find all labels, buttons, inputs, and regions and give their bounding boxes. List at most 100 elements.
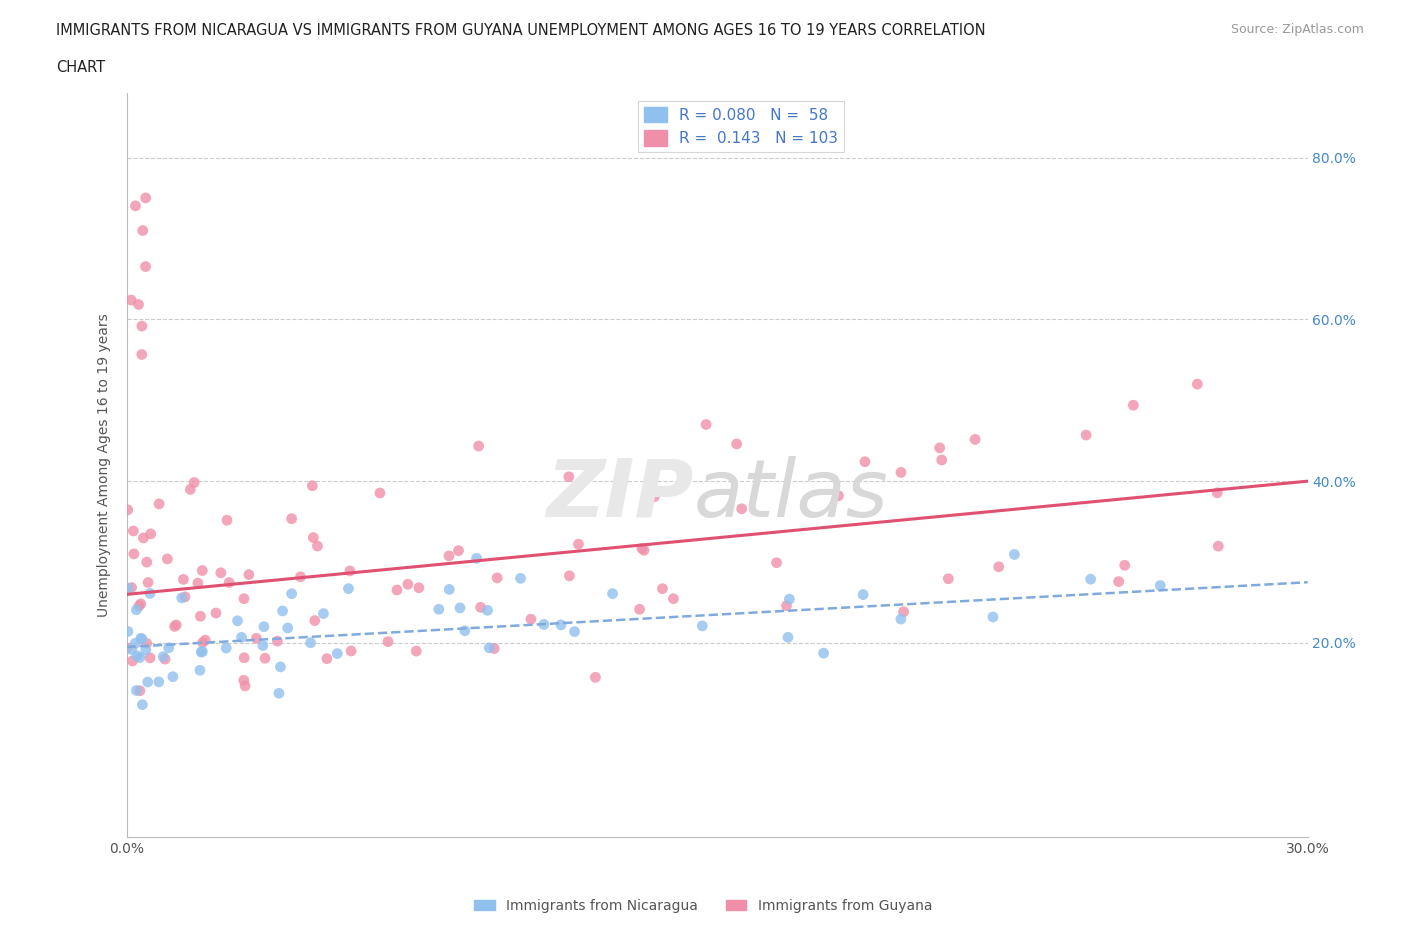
Point [269,659,291,674]
Point [465,551,488,565]
Point [277,620,299,635]
Point [454,623,477,638]
Point [172,572,194,587]
Point [191,644,214,659]
Point [890,465,912,480]
Point [162,670,184,684]
Point [163,619,186,634]
Point [128,297,150,312]
Point [124,636,146,651]
Point [135,259,157,274]
Point [467,439,489,454]
Point [520,612,543,627]
Point [312,606,335,621]
Point [776,630,799,644]
Point [1206,485,1229,500]
Point [148,497,170,512]
Point [232,672,254,687]
Point [280,512,302,526]
Point [987,559,1010,574]
Point [132,223,155,238]
Point [731,501,754,516]
Point [131,698,153,712]
Point [890,612,912,627]
Point [550,499,572,514]
Point [132,530,155,545]
Point [299,635,322,650]
Point [253,619,276,634]
Point [267,685,290,700]
Point [209,565,232,580]
Point [122,524,145,538]
Point [316,651,339,666]
Point [936,571,959,586]
Point [981,609,1004,624]
Point [245,631,267,645]
Point [695,417,717,432]
Point [567,537,589,551]
Point [148,674,170,689]
Point [187,576,209,591]
Point [121,642,143,657]
Point [765,555,787,570]
Point [1122,398,1144,413]
Point [1080,572,1102,587]
Point [124,198,146,213]
Point [129,650,152,665]
Point [188,663,211,678]
Point [233,650,256,665]
Point [301,478,323,493]
Point [1074,428,1097,443]
Text: CHART: CHART [56,60,105,75]
Point [852,587,875,602]
Point [139,526,162,541]
Point [253,651,276,666]
Point [190,644,212,659]
Point [115,641,138,656]
Point [827,488,849,503]
Point [853,454,876,469]
Point [533,617,555,631]
Point [152,649,174,664]
Point [135,191,157,206]
Point [470,600,492,615]
Point [135,643,157,658]
Point [121,654,143,669]
Point [127,648,149,663]
Point [122,547,145,562]
Point [266,633,288,648]
Point [117,624,139,639]
Point [290,569,312,584]
Point [931,453,953,468]
Point [484,641,506,656]
Point [396,577,419,591]
Point [893,604,915,619]
Point [233,679,256,694]
Point [191,635,214,650]
Point [385,582,408,597]
Point [509,571,531,586]
Point [129,631,152,645]
Point [690,618,713,633]
Y-axis label: Unemployment Among Ages 16 to 19 years: Unemployment Among Ages 16 to 19 years [97,313,111,617]
Point [179,482,201,497]
Point [129,684,152,698]
Point [602,586,624,601]
Point [302,530,325,545]
Point [153,652,176,667]
Point [131,631,153,646]
Point [304,613,326,628]
Point [170,591,193,605]
Point [183,475,205,490]
Point [486,570,509,585]
Point [408,580,430,595]
Point [631,541,654,556]
Point [775,598,797,613]
Point [550,618,572,632]
Point [165,618,187,632]
Point [190,609,212,624]
Point [136,575,159,590]
Point [129,596,152,611]
Point [139,586,162,601]
Point [447,543,470,558]
